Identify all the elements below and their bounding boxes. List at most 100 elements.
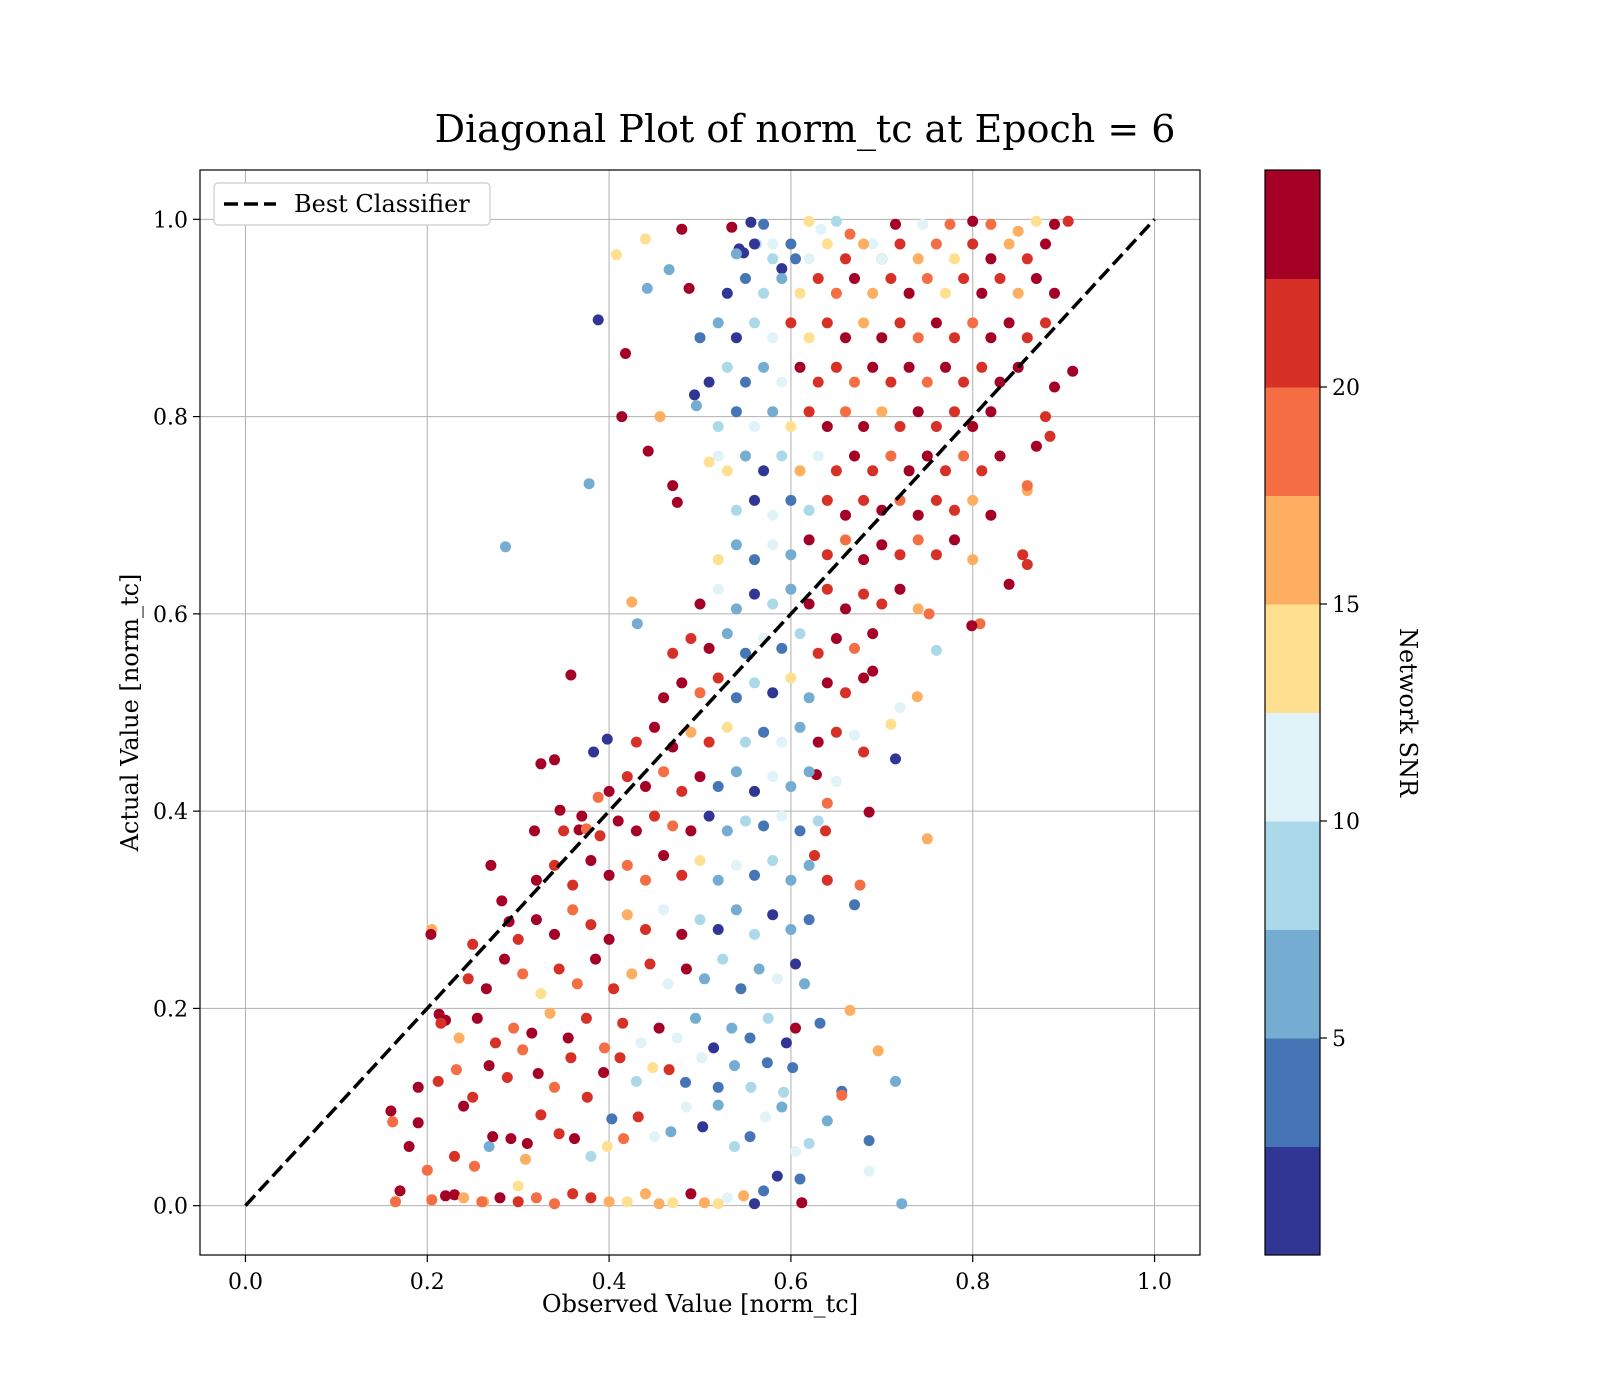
scatter-point: [621, 771, 633, 783]
scatter-point: [994, 376, 1006, 388]
scatter-point: [1021, 332, 1033, 344]
scatter-point: [690, 1012, 701, 1024]
scatter-point: [740, 815, 751, 827]
scatter-point: [912, 603, 924, 615]
scatter-point: [830, 633, 842, 644]
scatter-point: [553, 1128, 565, 1140]
scatter-point: [849, 729, 860, 741]
scatter-point: [776, 642, 788, 654]
scatter-point: [676, 928, 688, 940]
scatter-point: [738, 1190, 750, 1202]
scatter-point: [803, 914, 815, 926]
colorbar-band: [1265, 278, 1320, 388]
colorbar: 5 10 15 20 Network SNR: [1264, 169, 1422, 1256]
scatter-point: [658, 692, 670, 704]
scatter-point: [667, 480, 679, 492]
scatter-point: [858, 588, 870, 600]
scatter-point: [867, 287, 879, 299]
colorbar-tick-label: 10: [1332, 810, 1360, 835]
scatter-point: [872, 1045, 884, 1057]
scatter-point: [911, 691, 923, 703]
scatter-point: [641, 282, 653, 294]
scatter-point: [569, 1133, 580, 1145]
scatter-point: [729, 1141, 740, 1152]
scatter-point: [794, 361, 806, 373]
scatter-point: [749, 421, 760, 432]
scatter-point: [621, 909, 633, 921]
colorbar-band: [1265, 821, 1320, 930]
scatter-point: [483, 1141, 495, 1152]
scatter-point: [794, 465, 806, 477]
scatter-point: [821, 874, 833, 886]
scatter-point: [921, 273, 933, 284]
scatter-point: [583, 478, 595, 490]
scatter-point: [520, 1153, 531, 1165]
scatter-point: [976, 287, 988, 299]
scatter-point: [421, 1164, 433, 1176]
scatter-point: [844, 228, 856, 240]
scatter-point: [1030, 215, 1042, 227]
scatter-point: [740, 647, 751, 659]
scatter-point: [794, 1173, 806, 1185]
scatter-point: [535, 758, 547, 770]
scatter-point: [1012, 287, 1024, 299]
scatter-point: [1049, 287, 1060, 299]
scatter-point: [821, 797, 833, 809]
scatter-point: [649, 1131, 660, 1143]
scatter-point: [617, 1017, 629, 1029]
scatter-point: [676, 785, 688, 797]
scatter-point: [603, 933, 615, 945]
scatter-point: [744, 1131, 756, 1143]
scatter-point: [1030, 440, 1042, 452]
scatter-point: [767, 253, 779, 265]
scatter-point: [712, 874, 724, 886]
scatter-point: [712, 450, 724, 462]
scatter-point: [830, 726, 842, 738]
y-tick-label: 0.8: [153, 406, 188, 431]
best-classifier-line: [244, 218, 1156, 1207]
scatter-point: [803, 534, 815, 546]
scatter-point: [912, 509, 924, 521]
scatter-point: [849, 450, 860, 462]
scatter-point: [654, 411, 666, 423]
scatter-point: [867, 361, 879, 373]
scatter-point: [896, 1198, 908, 1210]
scatter-point: [821, 238, 833, 250]
scatter-point: [703, 642, 715, 654]
scatter-point: [476, 1196, 488, 1208]
scatter-point: [803, 692, 815, 704]
scatter-point: [930, 644, 942, 656]
scatter-point: [730, 504, 742, 516]
scatter-point: [820, 825, 831, 837]
scatter-point: [815, 223, 827, 235]
scatter-point: [796, 1197, 808, 1209]
scatter-point: [799, 978, 810, 990]
scatter-point: [821, 583, 833, 595]
scatter-point: [565, 669, 577, 681]
scatter-point: [592, 314, 604, 326]
colorbar-label: Network SNR: [1394, 628, 1422, 798]
x-tick-label: 0.6: [773, 1270, 808, 1295]
x-tick-label: 0.2: [410, 1270, 445, 1295]
scatter-point: [767, 406, 779, 418]
colorbar-band: [1265, 170, 1320, 279]
scatter-point: [836, 1089, 848, 1101]
scatter-point: [663, 1064, 675, 1076]
scatter-point: [571, 978, 583, 990]
scatter-point: [585, 1192, 597, 1204]
scatter-point: [749, 317, 760, 329]
scatter-point: [649, 810, 660, 822]
scatter-point: [758, 287, 770, 299]
grid: [200, 170, 1200, 1255]
scatter-point: [529, 825, 540, 837]
scatter-point: [849, 642, 860, 654]
scatter-point: [576, 810, 588, 822]
scatter-point: [632, 1111, 644, 1123]
scatter-point: [894, 702, 906, 714]
scatter-point: [840, 509, 851, 521]
scatter-point: [663, 264, 675, 276]
scatter-point: [699, 1197, 710, 1209]
scatter-point: [830, 215, 842, 227]
scatter-point: [640, 924, 651, 935]
scatter-point: [603, 869, 615, 881]
